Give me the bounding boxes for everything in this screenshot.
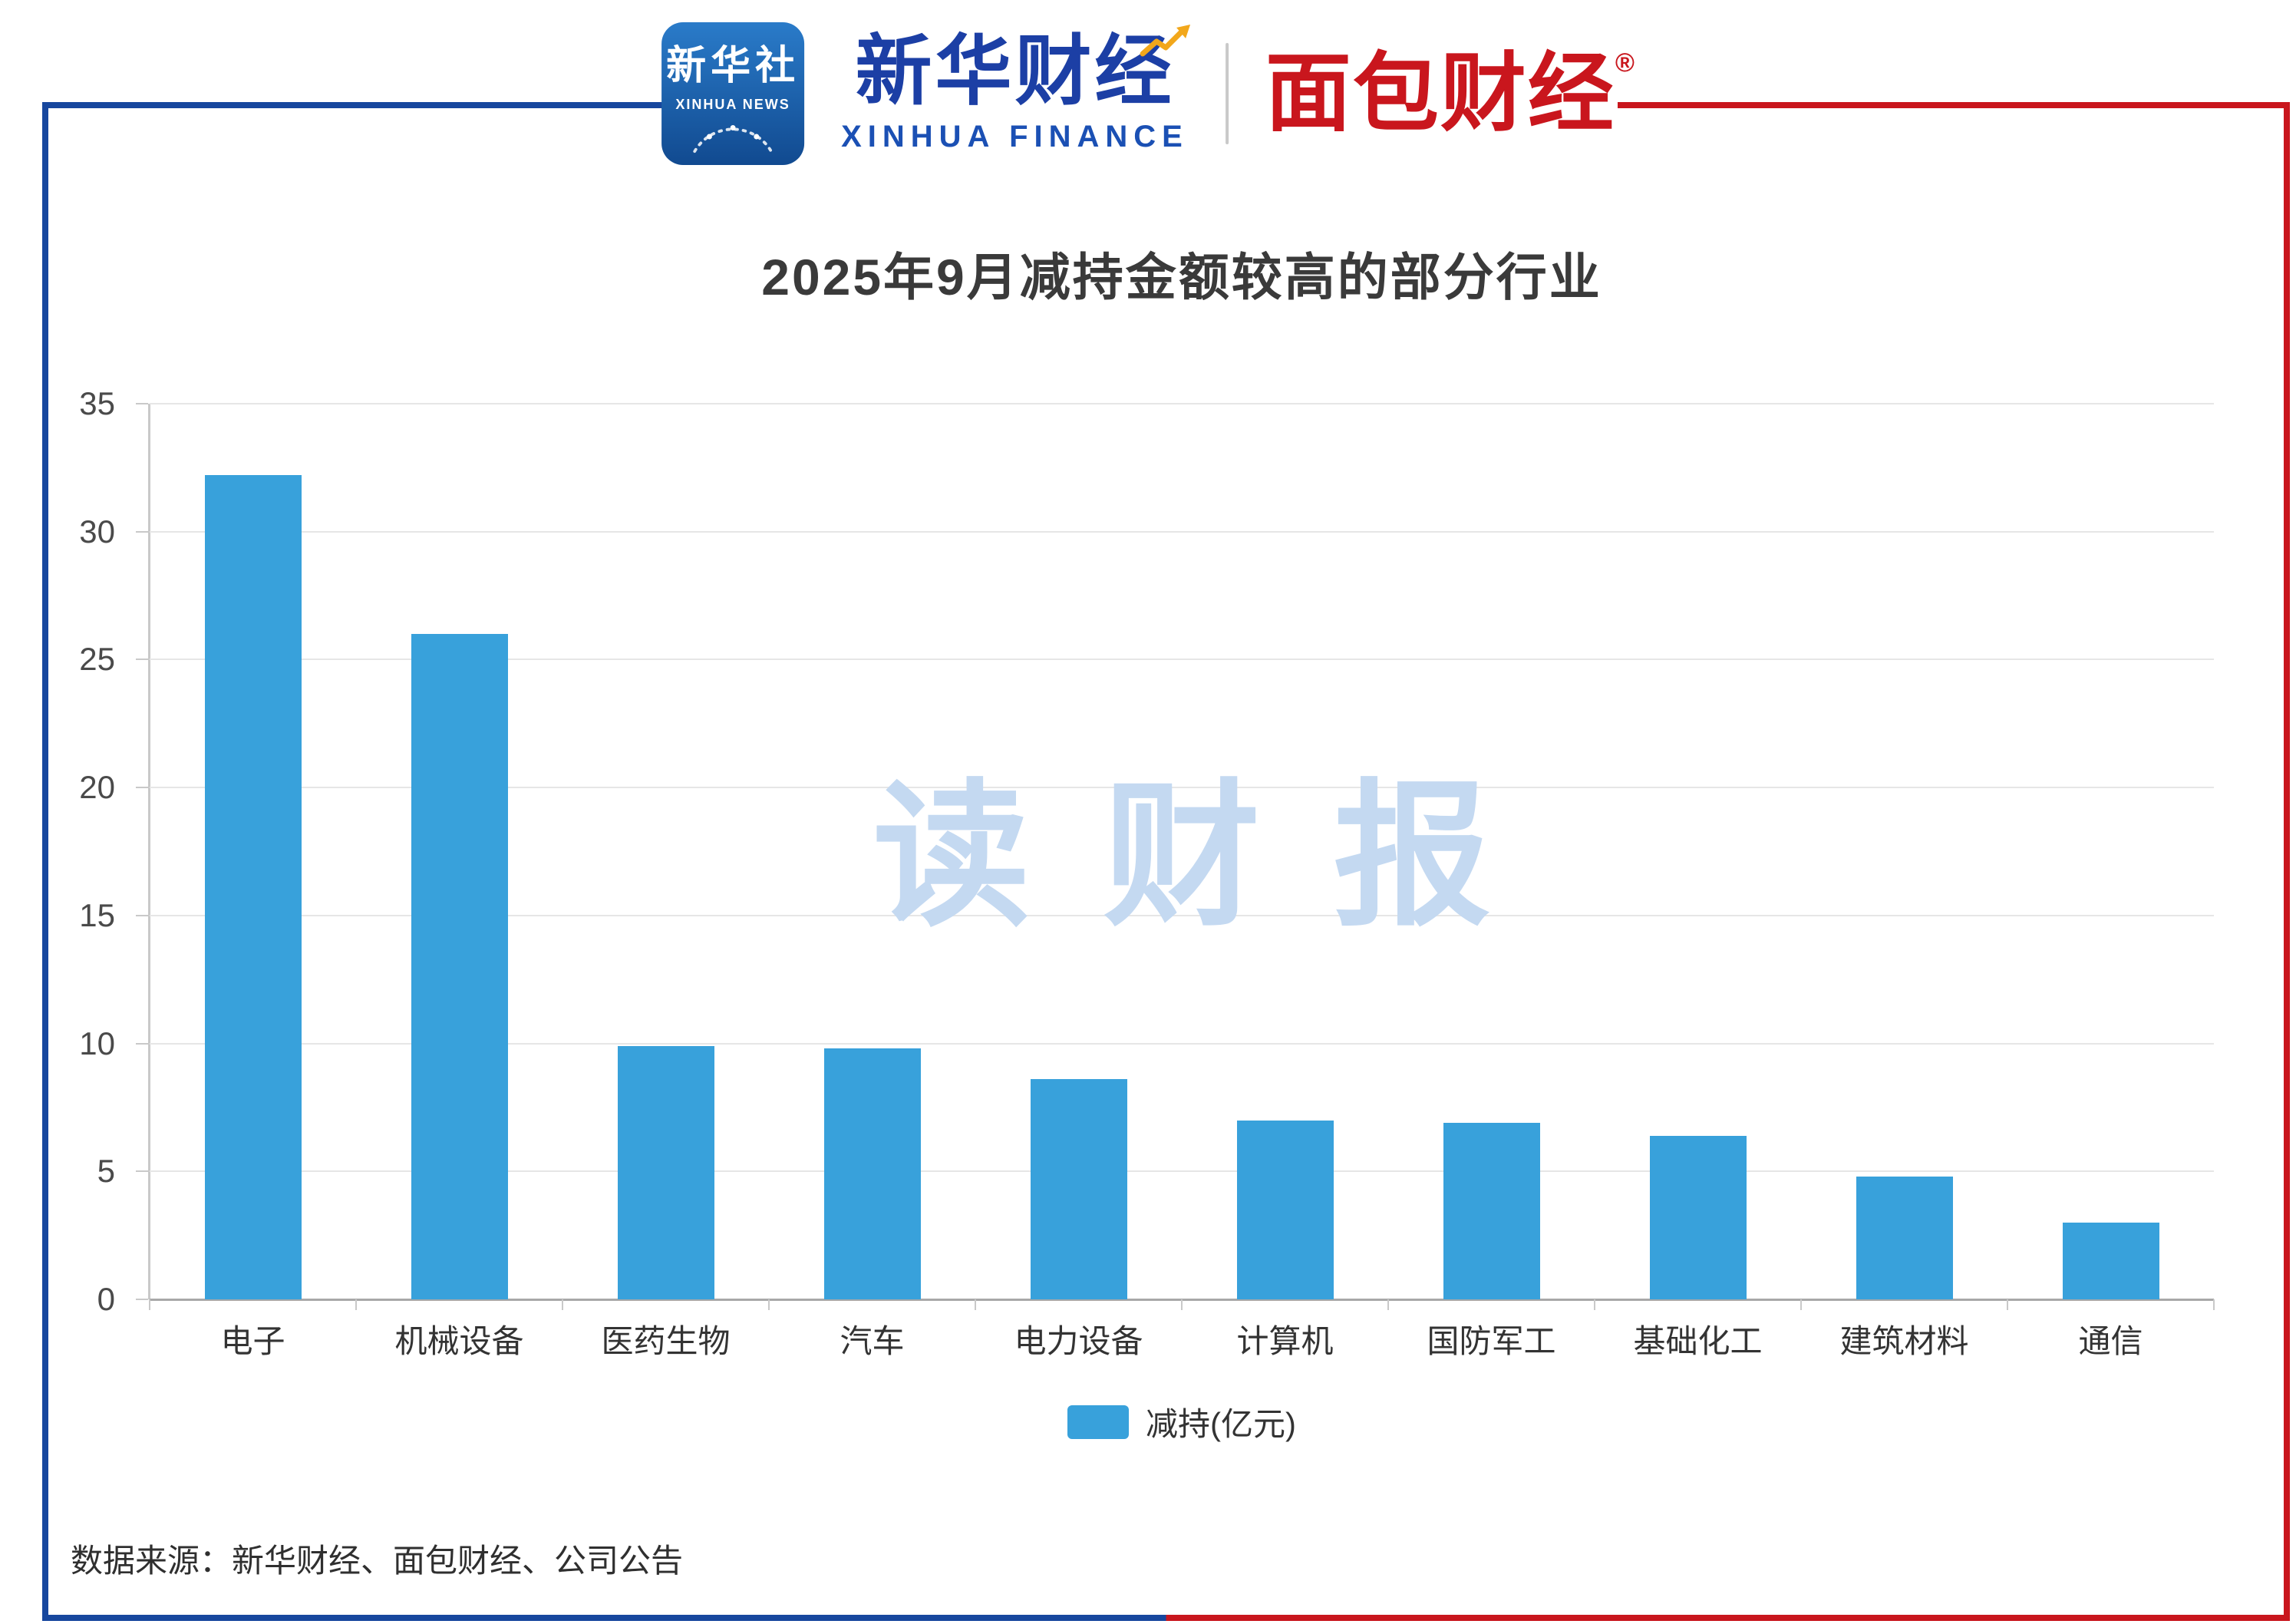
y-axis-label: 10 <box>79 1025 115 1061</box>
y-tick-mark <box>136 1299 148 1300</box>
x-axis-label: 建筑材料 <box>1839 1323 1969 1359</box>
y-axis-line <box>148 404 150 1299</box>
frame-border-left <box>42 102 48 1621</box>
gridline <box>150 914 2214 916</box>
bar-建筑材料 <box>1856 1176 1953 1299</box>
bar-slot <box>975 404 1182 1299</box>
bar-电子 <box>204 475 302 1299</box>
bar-计算机 <box>1236 1120 1334 1299</box>
x-tick-mark <box>355 1299 357 1310</box>
x-tick-mark <box>1181 1299 1183 1310</box>
x-tick-mark <box>768 1299 770 1310</box>
x-axis-label: 电力设备 <box>1014 1323 1143 1359</box>
x-axis-label: 计算机 <box>1236 1323 1334 1359</box>
bar-基础化工 <box>1649 1135 1747 1299</box>
logo-divider <box>1225 43 1229 144</box>
globe-network-icon <box>693 125 773 153</box>
x-axis-label: 电子 <box>220 1323 285 1359</box>
bar-slot <box>1801 404 2007 1299</box>
mianbao-finance-logo: 面包财经 ® <box>1265 48 1635 139</box>
header-logos: 新华社 XINHUA NEWS 新华财经 XINHUA FINANCE 面包财经… <box>661 18 1635 169</box>
x-tick-mark <box>2213 1299 2215 1310</box>
y-tick-mark <box>136 1042 148 1045</box>
y-tick-mark <box>136 1170 148 1173</box>
bar-通信 <box>2062 1222 2159 1299</box>
y-axis-label: 15 <box>79 896 115 933</box>
gridline <box>150 659 2214 661</box>
y-tick-mark <box>136 403 148 404</box>
watermark: 读财报 <box>873 768 1564 945</box>
x-tick-mark <box>1594 1299 1595 1310</box>
gold-arrow-icon <box>1140 24 1190 56</box>
bar-汽车 <box>823 1048 921 1299</box>
y-tick-mark <box>136 787 148 789</box>
y-axis-label: 35 <box>79 385 115 421</box>
x-tick-mark <box>149 1299 150 1310</box>
plot-area: 读财报 <box>136 403 2215 1310</box>
bar-slot <box>1595 404 1801 1299</box>
legend-label: 减持(亿元) <box>1146 1406 1296 1442</box>
y-axis-label: 0 <box>97 1281 115 1317</box>
gridline <box>150 1042 2214 1045</box>
xinhua-news-logo-text: 新华社 <box>666 44 800 88</box>
y-axis-labels: 0 5 10 15 20 25 30 35 <box>0 385 132 1317</box>
y-tick-mark <box>136 914 148 916</box>
bar-机械设备 <box>411 634 508 1299</box>
chart-title: 2025年9月减持金额较高的部分行业 <box>761 249 1602 305</box>
xinhua-finance-logo: 新华财经 XINHUA FINANCE <box>841 24 1190 154</box>
y-axis-label: 5 <box>97 1153 115 1190</box>
x-tick-mark <box>1800 1299 1802 1310</box>
legend-swatch <box>1067 1404 1129 1439</box>
x-axis-label: 通信 <box>2078 1323 2143 1359</box>
x-tick-mark <box>562 1299 563 1310</box>
x-tick-mark <box>2007 1299 2008 1310</box>
frame-border-bottom <box>42 1615 2290 1621</box>
xinhua-news-logo: 新华社 XINHUA NEWS <box>661 22 805 165</box>
xinhua-finance-logo-text: 新华财经 <box>855 28 1175 114</box>
bar-slot <box>562 404 769 1299</box>
bar-电力设备 <box>1030 1079 1127 1299</box>
bar-slot <box>769 404 975 1299</box>
x-tick-mark <box>1387 1299 1389 1310</box>
xinhua-news-logo-subtitle: XINHUA NEWS <box>675 97 790 112</box>
y-axis-label: 25 <box>79 641 115 678</box>
registered-trademark-icon: ® <box>1615 48 1635 78</box>
y-tick-mark <box>136 530 148 533</box>
frame-border-right <box>2284 102 2290 1621</box>
x-axis-label: 国防军工 <box>1427 1323 1556 1359</box>
x-axis-label: 汽车 <box>840 1323 905 1359</box>
gridline <box>150 530 2214 533</box>
y-tick-mark <box>136 659 148 661</box>
legend: 减持(亿元) <box>150 1398 2214 1445</box>
x-axis-label: 基础化工 <box>1633 1323 1763 1359</box>
y-axis-label: 30 <box>79 513 115 550</box>
data-source-note: 数据来源：新华财经、面包财经、公司公告 <box>71 1543 684 1579</box>
bar-slot <box>2007 404 2214 1299</box>
bar-slot <box>1182 404 1388 1299</box>
mianbao-finance-logo-text: 面包财经 <box>1265 45 1615 142</box>
bar-slot <box>150 404 356 1299</box>
gridline <box>150 403 2214 404</box>
x-tick-mark <box>975 1299 976 1310</box>
x-axis-label: 机械设备 <box>394 1323 524 1359</box>
x-axis-label: 医药生物 <box>601 1323 731 1359</box>
x-axis-labels: 电子 机械设备 医药生物 汽车 电力设备 计算机 国防军工 基础化工 建筑材料 通信 <box>150 1315 2214 1362</box>
bar-国防军工 <box>1443 1122 1540 1299</box>
gridline <box>150 1170 2214 1173</box>
gridline <box>150 787 2214 789</box>
bar-医药生物 <box>617 1045 714 1299</box>
y-axis-label: 20 <box>79 769 115 806</box>
frame-border-top-left <box>42 102 694 108</box>
bar-slot <box>1388 404 1595 1299</box>
xinhua-finance-logo-subtitle: XINHUA FINANCE <box>841 119 1189 153</box>
bar-series <box>150 404 2214 1299</box>
bar-slot <box>356 404 562 1299</box>
frame-border-top-right <box>1618 102 2290 108</box>
